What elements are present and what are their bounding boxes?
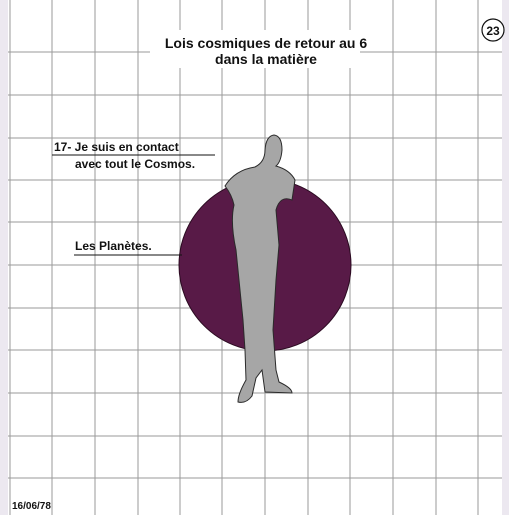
annotation: Les Planètes.	[75, 239, 152, 253]
document-page: Lois cosmiques de retour au 6 dans la ma…	[0, 0, 509, 515]
annotation: avec tout le Cosmos.	[75, 157, 195, 171]
annotation: 17- Je suis en contact	[54, 140, 179, 154]
page-number: 23	[486, 24, 500, 38]
title: dans la matière	[215, 51, 317, 67]
title: Lois cosmiques de retour au 6	[165, 35, 367, 51]
date: 16/06/78	[12, 501, 51, 512]
page: Lois cosmiques de retour au 6 dans la ma…	[0, 0, 509, 515]
